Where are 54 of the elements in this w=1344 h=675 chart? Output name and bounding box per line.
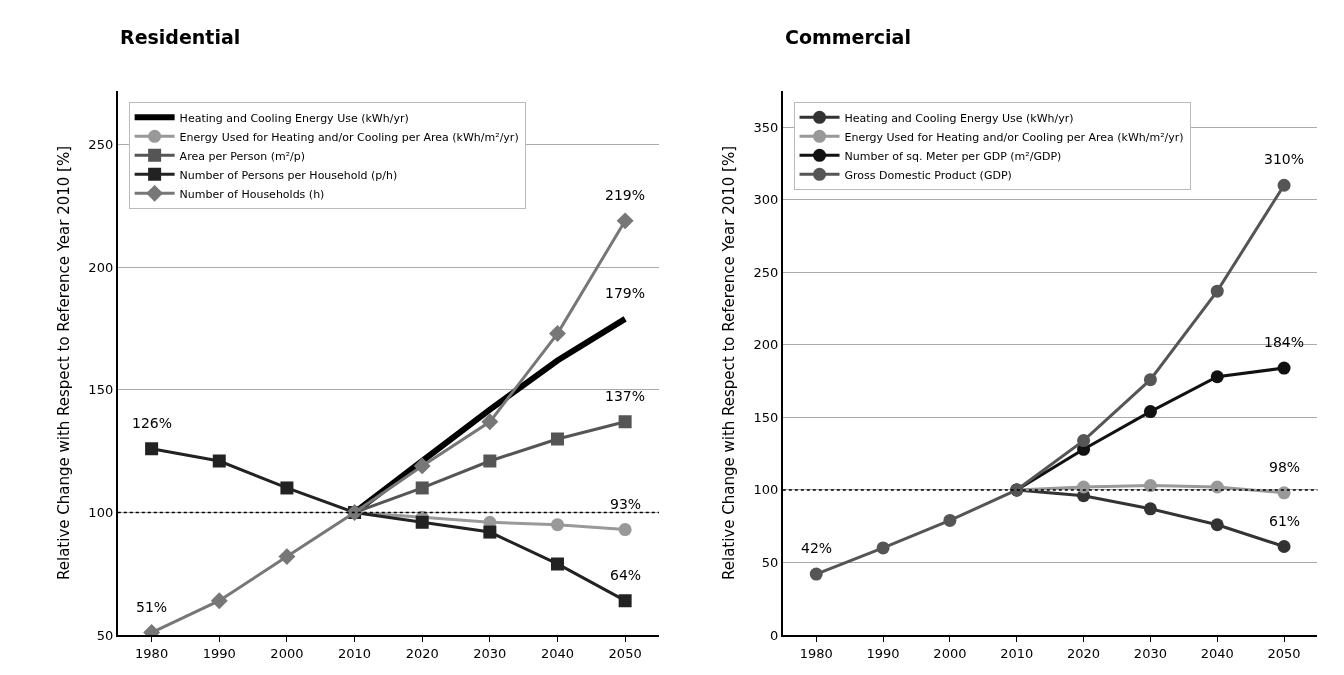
x-tick-label: 2020 <box>405 645 439 661</box>
y-tick-label: 100 <box>88 505 114 521</box>
x-tick-label: 2040 <box>1200 645 1234 661</box>
x-tick-label: 2050 <box>608 645 642 661</box>
y-axis-title: Relative Change with Respect to Reference Year 2010 [%] <box>55 145 74 580</box>
legend-label: Energy Used for Heating and/or Cooling per Area (kWh/m²/yr) <box>844 130 1184 144</box>
y-axis-title: Relative Change with Respect to Reference Year 2010 [%] <box>720 145 739 580</box>
data-label: 61% <box>1269 513 1301 529</box>
x-tick-label: 2030 <box>1133 645 1167 661</box>
x-tick-label: 1990 <box>202 645 236 661</box>
data-label: 184% <box>1264 334 1305 350</box>
data-label: 51% <box>136 599 168 615</box>
chart-title: Commercial <box>785 26 911 48</box>
y-tick-label: 50 <box>96 627 114 643</box>
data-label: 42% <box>801 540 833 556</box>
x-tick-label: 2010 <box>338 645 372 661</box>
x-tick-label: 2000 <box>270 645 304 661</box>
y-tick-label: 150 <box>88 382 114 398</box>
y-tick-label: 100 <box>753 482 779 498</box>
data-label: 98% <box>1269 459 1301 475</box>
y-tick-label: 200 <box>88 259 114 275</box>
y-tick-label: 0 <box>769 627 779 643</box>
y-tick-label: 300 <box>753 192 779 208</box>
legend-label: Number of Households (h) <box>179 187 325 201</box>
x-tick-label: 1980 <box>135 645 169 661</box>
legend-label: Area per Person (m²/p) <box>179 149 306 163</box>
y-tick-label: 250 <box>88 137 114 153</box>
data-label: 179% <box>605 285 646 301</box>
legend-label: Gross Domestic Product (GDP) <box>844 168 1012 182</box>
y-tick-label: 350 <box>753 119 779 135</box>
x-tick-label: 2030 <box>473 645 507 661</box>
x-tick-label: 2050 <box>1267 645 1301 661</box>
data-label: 310% <box>1264 151 1305 167</box>
x-tick-label: 1980 <box>799 645 833 661</box>
legend-label: Energy Used for Heating and/or Cooling per Area (kWh/m²/yr) <box>179 130 519 144</box>
x-tick-label: 2020 <box>1067 645 1101 661</box>
y-tick-label: 250 <box>753 264 779 280</box>
x-tick-label: 2040 <box>540 645 575 661</box>
legend-label: Number of sq. Meter per GDP (m²/GDP) <box>844 149 1062 163</box>
data-label: 126% <box>132 415 173 431</box>
y-tick-label: 50 <box>761 555 779 571</box>
data-label: 64% <box>610 567 642 583</box>
x-tick-label: 1990 <box>866 645 900 661</box>
data-label: 137% <box>605 388 646 404</box>
y-tick-label: 150 <box>753 409 779 425</box>
data-label: 219% <box>605 187 646 203</box>
legend-label: Number of Persons per Household (p/h) <box>179 168 398 182</box>
x-tick-label: 2010 <box>1000 645 1034 661</box>
x-tick-label: 2000 <box>933 645 967 661</box>
data-label: 93% <box>610 496 642 512</box>
legend-label: Heating and Cooling Energy Use (kWh/yr) <box>844 111 1074 125</box>
legend-label: Heating and Cooling Energy Use (kWh/yr) <box>179 111 409 125</box>
chart-title: Residential <box>120 26 241 48</box>
y-tick-label: 200 <box>753 337 779 353</box>
